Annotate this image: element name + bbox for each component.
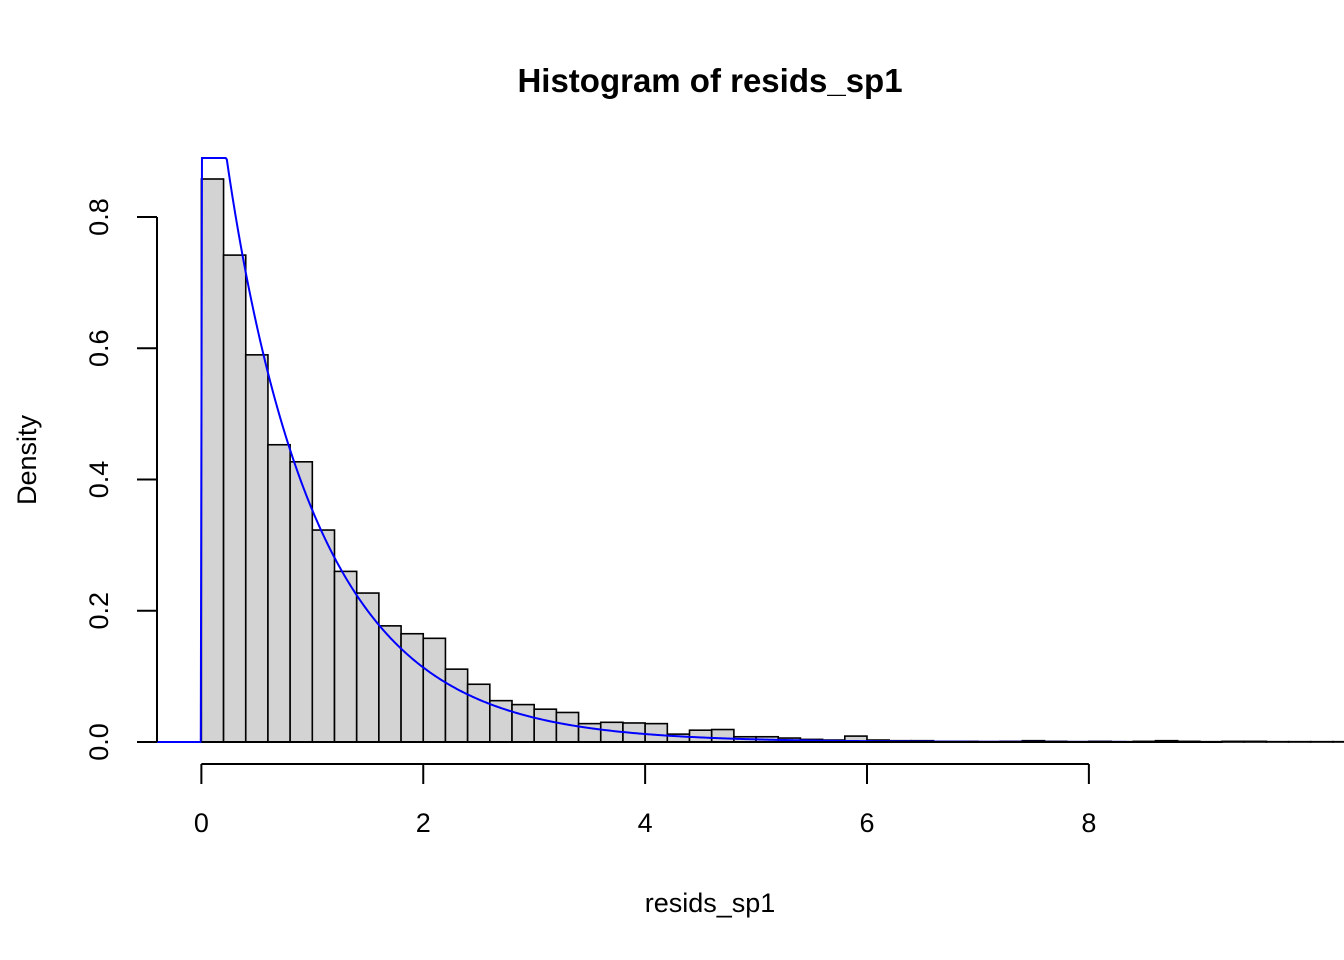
histogram-bar	[444, 668, 469, 743]
histogram-bar	[355, 592, 380, 743]
histogram-bar	[1243, 740, 1268, 743]
histogram-bar	[511, 703, 535, 743]
histogram-bar	[466, 683, 491, 743]
x-tick-label: 6	[859, 808, 874, 838]
histogram-bar	[400, 632, 425, 743]
y-tick-label: 0.2	[84, 592, 114, 630]
x-axis-label: resids_sp1	[645, 888, 776, 918]
histogram-bar	[1221, 740, 1245, 743]
y-tick-label: 0.6	[84, 330, 114, 368]
histogram-bar	[710, 728, 735, 743]
x-tick-label: 2	[416, 808, 431, 838]
histogram-bar	[267, 443, 291, 743]
histogram-bar	[422, 637, 447, 743]
y-tick-label: 0.0	[84, 723, 114, 761]
histogram-bar	[222, 254, 247, 743]
y-axis: 0.0 0.2 0.4 0.6 0.8	[84, 198, 1222, 761]
bars-group	[200, 178, 1344, 743]
histogram-bar	[489, 699, 513, 743]
x-tick-label: 0	[194, 808, 209, 838]
y-axis-label: Density	[12, 414, 42, 505]
x-axis: 0 2 4 6 8	[194, 763, 1096, 838]
histogram-bar	[311, 529, 336, 743]
histogram-bar	[533, 708, 558, 743]
histogram-bar	[555, 711, 580, 743]
y-tick-label: 0.4	[84, 461, 114, 499]
histogram-bar	[378, 625, 402, 743]
histogram-bar	[333, 570, 358, 743]
x-tick-label: 8	[1081, 808, 1096, 838]
chart-title: Histogram of resids_sp1	[517, 62, 902, 99]
histogram-bar	[644, 722, 669, 743]
y-tick-label: 0.8	[84, 198, 114, 236]
histogram-bar	[200, 178, 225, 743]
x-tick-label: 4	[638, 808, 653, 838]
histogram-bar	[244, 354, 269, 743]
